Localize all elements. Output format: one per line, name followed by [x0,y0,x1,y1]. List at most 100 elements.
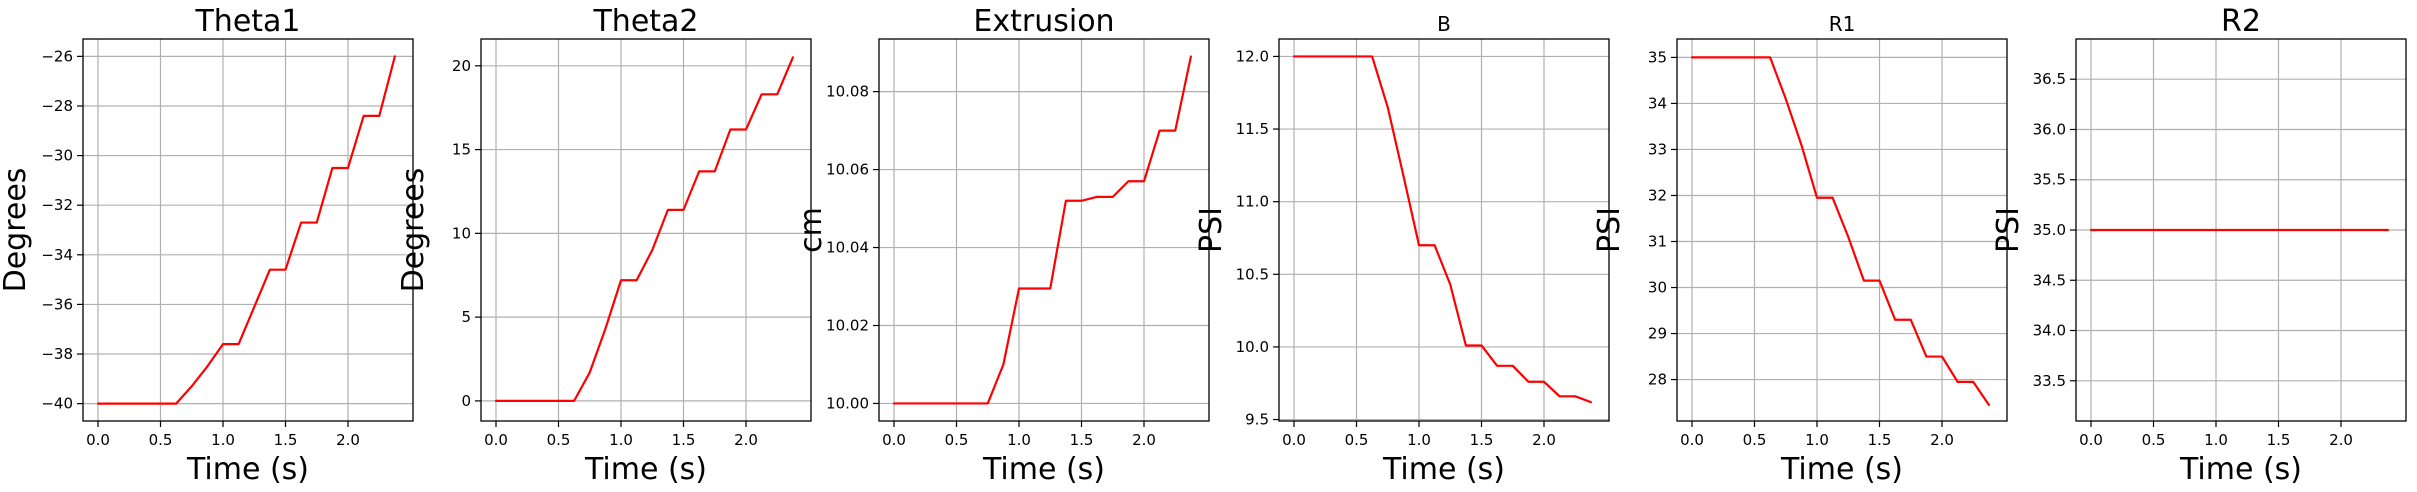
x-tick-label: 1.0 [1007,431,1031,449]
y-tick-label: 11.5 [1236,120,1269,138]
x-tick-label: 2.0 [734,431,758,449]
y-tick-label: 30 [1648,279,1667,297]
y-tick-label: −28 [41,97,73,115]
y-tick-label: 10.0 [1236,338,1269,356]
y-tick-label: 10.5 [1236,265,1269,283]
x-tick-label: 0.5 [547,431,571,449]
y-tick-label: 33.5 [2033,372,2066,390]
x-tick-label: 1.5 [672,431,696,449]
chart-title: R1 [1829,12,1856,36]
y-tick-label: 28 [1648,371,1667,389]
x-tick-label: 1.5 [1868,431,1892,449]
x-axis-label: Time (s) [1780,452,1903,487]
y-tick-label: 35 [1648,48,1667,66]
y-tick-label: 15 [452,141,471,159]
y-tick-label: 31 [1648,233,1667,251]
x-tick-label: 2.0 [1132,431,1156,449]
y-tick-label: 10.08 [826,83,869,101]
y-tick-label: 34.0 [2033,322,2066,340]
subplot-b: 0.0 0.5 1.0 1.5 2.0 9.5 10.0 10.5 11.0 11.5 12.0 B T… [1194,12,1610,487]
y-tick-label: −30 [41,147,73,165]
y-tick-label: −36 [41,295,73,313]
plot-frame [878,38,1210,422]
y-tick-label: 10.02 [826,317,869,335]
x-axis-label: Time (s) [2179,452,2302,487]
x-tick-label: 0.0 [484,431,508,449]
y-tick-label: 33 [1648,140,1667,158]
y-tick-label: 11.0 [1236,193,1269,211]
subplots: 0.0 0.5 1.0 1.5 2.0 −40 −38 −36 −34 −32 −30 −28 −26 T… [0,4,2407,487]
x-tick-label: 2.0 [1930,431,1954,449]
x-tick-label: 2.0 [336,431,360,449]
y-tick-label: 34 [1648,94,1667,112]
x-tick-label: 1.0 [2204,431,2228,449]
x-axis-label: Time (s) [982,452,1105,487]
plot-frame [480,38,812,422]
y-tick-label: 10 [452,224,471,242]
x-tick-label: 0.0 [1282,431,1306,449]
subplot-theta2: 0.0 0.5 1.0 1.5 2.0 0 5 10 15 20 Theta2 Time (s) Deg… [396,4,812,487]
x-axis-label: Time (s) [584,452,707,487]
x-tick-label: 0.5 [2142,431,2166,449]
subplot-r2: 0.0 0.5 1.0 1.5 2.0 33.5 34.0 34.5 35.0 35.5 36.0 3… [1991,4,2407,487]
x-tick-label: 0.5 [149,431,173,449]
subplot-extrusion: 0.0 0.5 1.0 1.5 2.0 10.00 10.02 10.04 10.06 10.08… [794,4,1210,487]
y-tick-label: −40 [41,395,73,413]
chart-title: R2 [2221,4,2261,39]
x-tick-label: 1.0 [1407,431,1431,449]
x-tick-label: 2.0 [2329,431,2353,449]
x-tick-label: 0.5 [945,431,969,449]
chart-title: Extrusion [973,4,1114,39]
series-line [1690,56,1990,406]
x-tick-label: 0.5 [1345,431,1369,449]
plot-frame [1676,38,2008,422]
y-tick-label: 35.0 [2033,221,2066,239]
x-tick-label: 0.0 [2079,431,2103,449]
x-tick-label: 1.0 [1805,431,1829,449]
y-tick-label: 36.5 [2033,70,2066,88]
y-tick-label: 12.0 [1236,47,1269,65]
y-tick-label: 36.0 [2033,120,2066,138]
y-tick-label: 10.04 [826,239,869,257]
x-tick-label: 0.0 [86,431,110,449]
y-tick-label: −26 [41,47,73,65]
plot-frame [1278,38,1610,422]
x-tick-label: 0.0 [1680,431,1704,449]
series-line [96,55,396,405]
x-axis-label: Time (s) [186,452,309,487]
y-tick-label: 0 [461,392,471,410]
y-tick-label: −32 [41,196,73,214]
x-axis-label: Time (s) [1382,452,1505,487]
y-axis-label: PSI [1592,207,1627,253]
y-axis-label: cm [794,207,829,253]
x-tick-label: 1.5 [274,431,298,449]
series-line [1292,55,1592,404]
y-tick-label: 34.5 [2033,271,2066,289]
x-tick-label: 1.0 [609,431,633,449]
subplot-r1: 0.0 0.5 1.0 1.5 2.0 28 29 30 31 32 33 34 35 R1 Time (s… [1592,12,2008,487]
y-tick-label: 35.5 [2033,171,2066,189]
x-tick-label: 0.0 [882,431,906,449]
x-tick-label: 2.0 [1532,431,1556,449]
y-tick-label: 10.00 [826,394,869,412]
x-tick-label: 1.5 [1470,431,1494,449]
x-tick-label: 1.5 [1070,431,1094,449]
y-tick-label: 29 [1648,325,1667,343]
chart-title: B [1437,12,1451,36]
y-axis-label: Degrees [396,168,431,293]
series-line [892,55,1192,405]
chart-title: Theta2 [592,4,698,39]
y-axis-label: PSI [1991,207,2026,253]
y-tick-label: −34 [41,246,73,264]
plot-frame [82,38,414,422]
x-tick-label: 1.5 [2267,431,2291,449]
subplot-theta1: 0.0 0.5 1.0 1.5 2.0 −40 −38 −36 −34 −32 −30 −28 −26 T… [0,4,414,487]
y-tick-label: 9.5 [1245,411,1269,429]
x-tick-label: 0.5 [1743,431,1767,449]
chart-title: Theta1 [194,4,300,39]
y-tick-label: 5 [461,308,471,326]
series-line [494,56,794,402]
y-tick-label: −38 [41,345,73,363]
y-axis-label: Degrees [0,168,33,293]
